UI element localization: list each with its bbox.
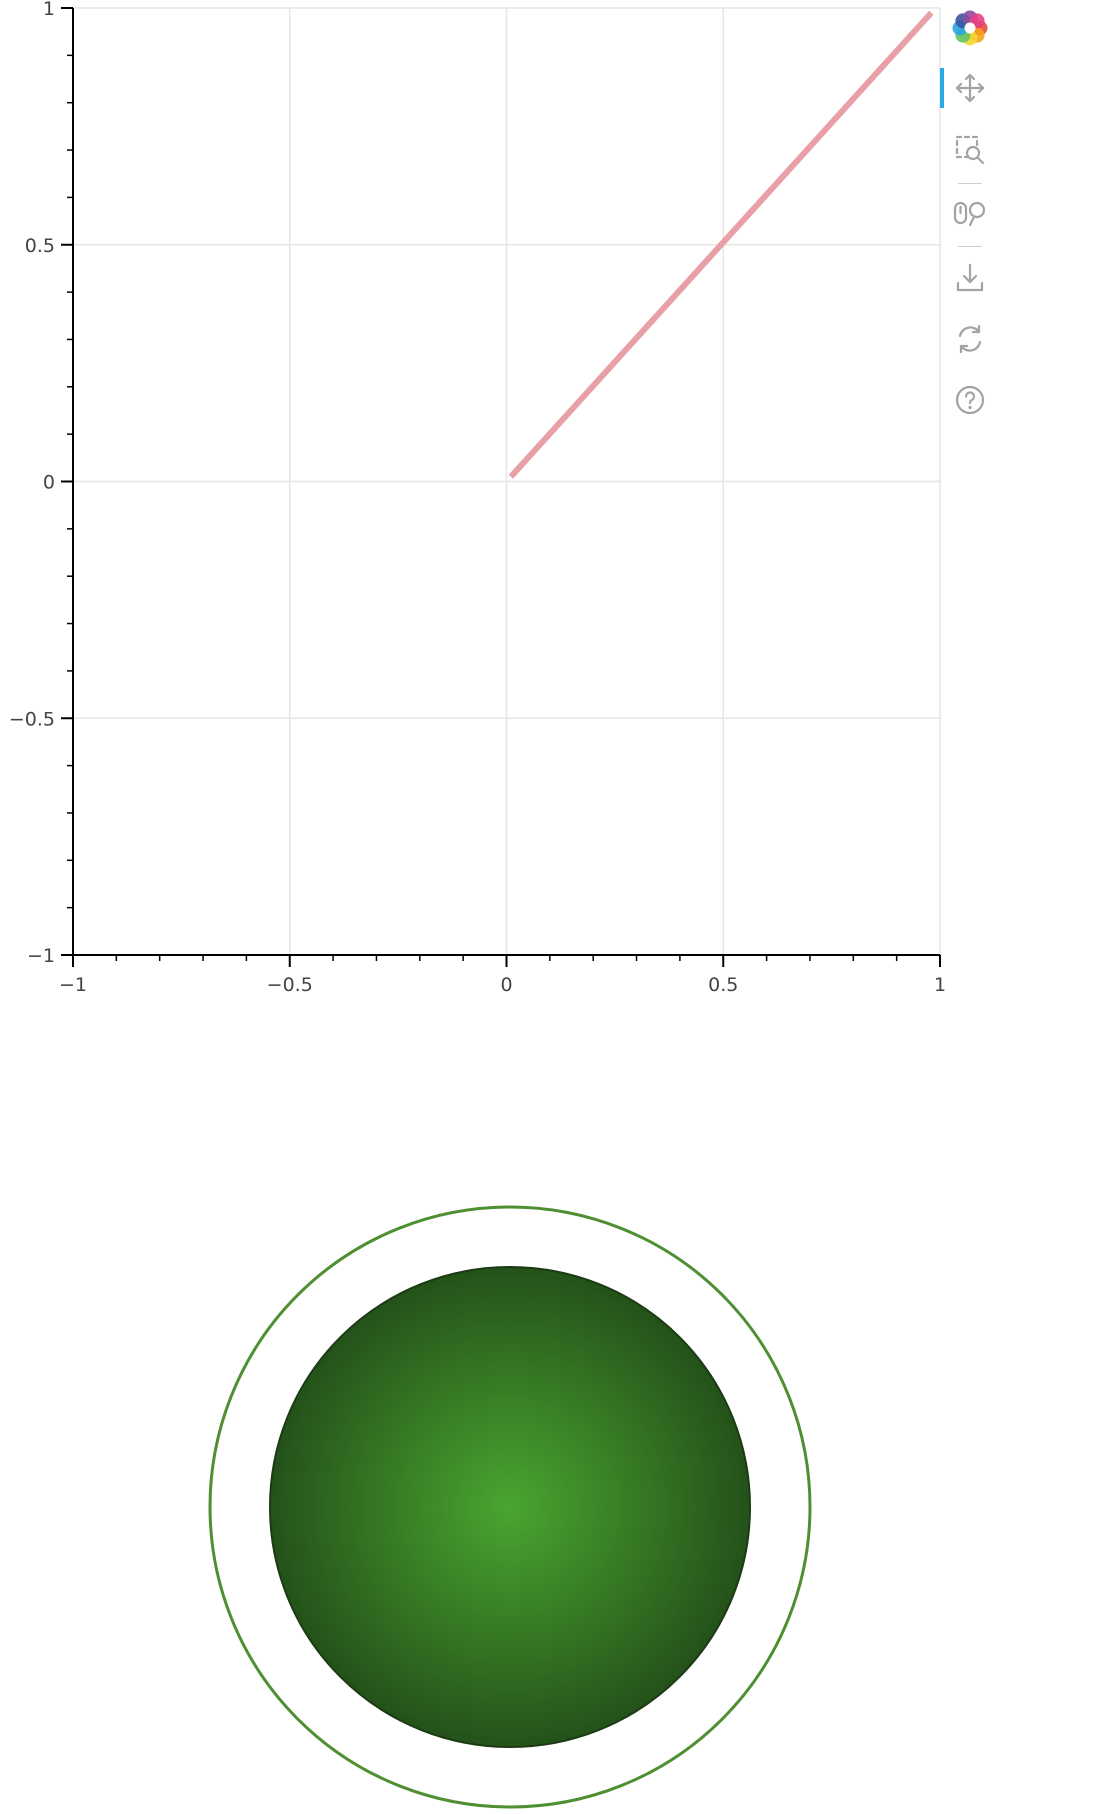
x-tick-label: −0.5 bbox=[267, 974, 313, 996]
active-tool-indicator bbox=[940, 68, 944, 108]
logo-center bbox=[965, 23, 976, 34]
x-tick-label: 0.5 bbox=[708, 974, 738, 996]
wheel-zoom-tool-button[interactable] bbox=[940, 187, 1000, 239]
y-tick-label: −1 bbox=[27, 945, 55, 967]
x-tick-label: 1 bbox=[934, 974, 946, 996]
help-tool-button[interactable] bbox=[940, 374, 1000, 426]
bokeh-logo-icon[interactable] bbox=[940, 2, 1000, 54]
y-tick-label: 0.5 bbox=[25, 235, 55, 257]
reset-icon bbox=[954, 323, 986, 355]
reset-tool-button[interactable] bbox=[940, 313, 1000, 365]
help-icon bbox=[954, 384, 986, 416]
save-icon bbox=[954, 262, 986, 294]
y-tick-label: 0 bbox=[43, 472, 55, 494]
pan-icon bbox=[954, 72, 986, 104]
line-chart[interactable]: −1 −0.5 0 0.5 1 −1 −0.5 0 0.5 1 bbox=[0, 0, 1000, 1030]
toolbar-divider bbox=[958, 246, 982, 247]
box-zoom-icon bbox=[954, 134, 986, 166]
wheel-zoom-icon bbox=[953, 197, 987, 229]
chart-toolbar bbox=[940, 0, 1000, 420]
pan-tool-button[interactable] bbox=[940, 62, 1000, 114]
y-tick-label: −0.5 bbox=[9, 708, 55, 730]
indicator-filled-circle bbox=[270, 1267, 750, 1747]
x-tick-label: −1 bbox=[59, 974, 87, 996]
save-tool-button[interactable] bbox=[940, 252, 1000, 304]
box-zoom-tool-button[interactable] bbox=[940, 124, 1000, 176]
y-tick-label: 1 bbox=[43, 0, 55, 20]
toolbar-divider bbox=[958, 183, 982, 184]
x-tick-label: 0 bbox=[500, 974, 512, 996]
status-indicator bbox=[0, 1200, 1096, 1814]
